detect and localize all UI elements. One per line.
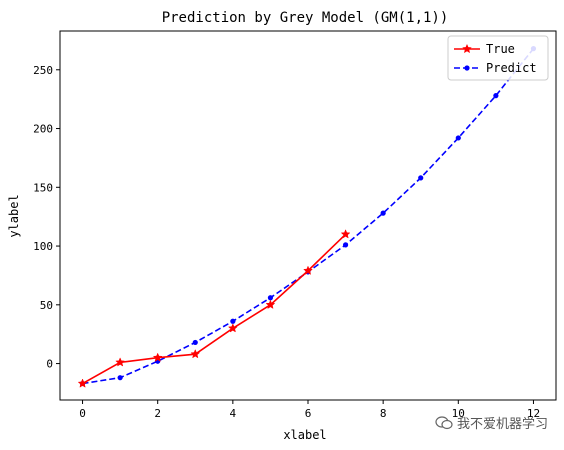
data-point-true [152, 352, 163, 362]
x-tick-label: 8 [380, 407, 387, 420]
series-true [77, 229, 351, 388]
x-axis: 0 2 4 6 8 10 12 [79, 400, 540, 420]
data-point-predict [418, 175, 424, 181]
y-tick-label: 100 [33, 240, 53, 253]
series-line-true [82, 233, 347, 385]
y-axis: 0 50 100 150 200 250 [33, 64, 60, 371]
x-axis-label: xlabel [283, 428, 326, 442]
data-point-predict [230, 318, 236, 324]
x-tick-label: 6 [305, 407, 312, 420]
wechat-icon [435, 415, 453, 429]
plot-area [59, 30, 557, 401]
data-point-predict [455, 135, 461, 141]
legend-marker-true [462, 43, 472, 54]
x-tick-label: 12 [527, 407, 540, 420]
data-point-predict [380, 210, 386, 216]
legend-item-predict: Predict [454, 61, 537, 75]
y-tick-label: 0 [46, 358, 53, 371]
data-point-true [227, 323, 238, 333]
data-point-predict [493, 93, 499, 99]
chart-title: Prediction by Grey Model (GM(1,1)) [162, 10, 449, 26]
data-point-true [77, 378, 88, 388]
watermark-text: 我不爱机器学习 [456, 417, 548, 432]
data-point-true [115, 357, 126, 367]
y-tick-label: 200 [33, 123, 53, 136]
legend: True Predict [447, 35, 549, 81]
x-tick-label: 10 [452, 407, 465, 420]
data-point-true [190, 349, 201, 359]
data-point-predict [342, 242, 349, 248]
legend-label-predict: Predict [486, 61, 537, 75]
y-tick-label: 250 [33, 64, 53, 77]
data-point-true [265, 299, 276, 309]
x-tick-label: 4 [230, 407, 237, 420]
y-axis-label: ylabel [7, 194, 21, 237]
legend-marker-predict [464, 65, 470, 71]
data-point-predict [117, 375, 123, 381]
legend-item-true: True [454, 42, 515, 56]
y-tick-label: 150 [33, 181, 53, 194]
legend-box [447, 35, 549, 81]
watermark: 我不爱机器学习 [435, 413, 548, 432]
x-tick-label: 0 [79, 407, 86, 420]
data-point-true [303, 265, 313, 275]
y-tick-label: 50 [40, 299, 53, 312]
data-point-predict [192, 339, 198, 346]
data-point-true [340, 229, 351, 239]
x-tick-label: 2 [154, 407, 161, 420]
legend-label-true: True [486, 42, 515, 56]
data-point-predict [267, 295, 274, 301]
